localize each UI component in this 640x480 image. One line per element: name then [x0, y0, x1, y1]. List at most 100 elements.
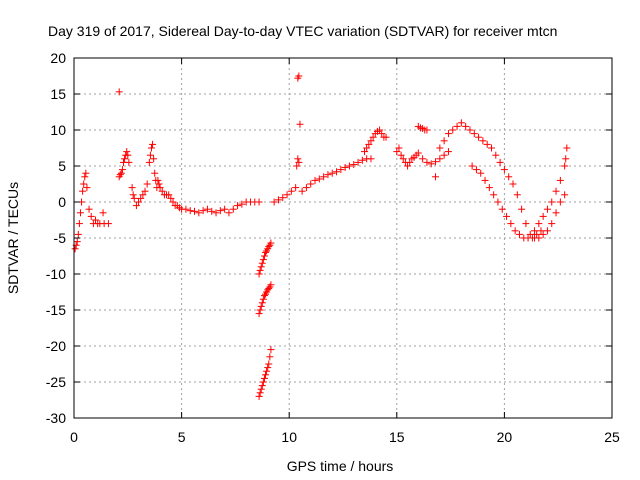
data-point: [444, 130, 452, 138]
data-point: [132, 202, 140, 210]
data-point: [552, 187, 560, 195]
data-point: [552, 209, 560, 217]
data-point: [257, 302, 265, 310]
data-point: [395, 144, 403, 152]
data-point: [406, 158, 414, 166]
x-tick-label: 10: [281, 429, 297, 445]
data-point: [432, 158, 440, 166]
data-point: [75, 220, 83, 228]
data-point: [182, 205, 190, 213]
data-point: [503, 212, 511, 220]
data-point: [382, 133, 390, 141]
data-point: [436, 155, 444, 163]
data-point: [257, 385, 265, 393]
data-point: [444, 148, 452, 156]
data-point: [267, 346, 275, 354]
data-point: [199, 207, 207, 215]
data-point: [341, 163, 349, 171]
data-point: [92, 216, 100, 224]
data-point: [294, 155, 302, 163]
data-points: [71, 72, 571, 400]
data-point: [365, 140, 373, 148]
data-point: [466, 126, 474, 134]
data-point: [264, 364, 272, 372]
data-point: [191, 207, 199, 215]
data-point: [79, 187, 87, 195]
data-point: [260, 292, 268, 300]
data-point: [265, 243, 273, 251]
data-point: [494, 198, 502, 206]
data-point: [543, 227, 551, 235]
data-point: [556, 198, 564, 206]
data-point: [528, 234, 536, 242]
data-point: [143, 180, 151, 188]
y-tick-label: 0: [58, 194, 66, 210]
data-point: [151, 169, 159, 177]
data-point: [262, 371, 270, 379]
data-point: [556, 176, 564, 184]
data-point: [259, 256, 267, 264]
data-point: [265, 284, 273, 292]
data-point: [167, 194, 175, 202]
data-point: [212, 209, 220, 217]
data-point: [376, 126, 384, 134]
data-point: [195, 209, 203, 217]
data-point: [548, 198, 556, 206]
data-point: [361, 148, 369, 156]
data-point: [515, 230, 523, 238]
data-point: [481, 176, 489, 184]
data-point: [548, 220, 556, 228]
data-point: [302, 184, 310, 192]
data-point: [287, 187, 295, 195]
data-point: [457, 119, 465, 127]
data-point: [118, 166, 126, 174]
data-point: [453, 122, 461, 130]
data-point: [537, 227, 545, 235]
data-point: [293, 162, 301, 170]
data-point: [116, 171, 124, 179]
data-point: [337, 166, 345, 174]
data-point: [156, 184, 164, 192]
data-point: [262, 248, 270, 256]
data-point: [307, 180, 315, 188]
data-point: [139, 191, 147, 199]
data-point: [350, 161, 358, 169]
y-tick-label: -25: [46, 374, 66, 390]
data-point: [137, 194, 145, 202]
y-tick-label: 10: [50, 122, 66, 138]
data-point: [563, 144, 571, 152]
data-point: [363, 144, 371, 152]
y-tick-label: -30: [46, 410, 66, 426]
data-point: [74, 230, 82, 238]
data-point: [135, 198, 143, 206]
x-tick-label: 25: [604, 429, 620, 445]
data-point: [485, 184, 493, 192]
data-point: [128, 184, 136, 192]
data-point: [333, 168, 341, 176]
data-point: [472, 166, 480, 174]
data-point: [423, 126, 431, 134]
y-tick-label: -15: [46, 302, 66, 318]
data-point: [99, 209, 107, 217]
data-point: [154, 176, 162, 184]
data-point: [492, 151, 500, 159]
data-point: [256, 266, 264, 274]
data-point: [320, 173, 328, 181]
y-tick-label: -10: [46, 266, 66, 282]
data-point: [121, 155, 129, 163]
y-tick-label: 5: [58, 158, 66, 174]
y-tick-label: -5: [54, 230, 67, 246]
data-point: [229, 205, 237, 213]
data-point: [267, 281, 275, 289]
data-point: [432, 173, 440, 181]
data-point: [490, 191, 498, 199]
data-point: [487, 144, 495, 152]
data-point: [115, 88, 123, 96]
data-point: [479, 137, 487, 145]
data-point: [149, 140, 157, 148]
data-point: [71, 245, 79, 253]
data-point: [298, 187, 306, 195]
data-point: [367, 137, 375, 145]
data-point: [255, 310, 263, 318]
